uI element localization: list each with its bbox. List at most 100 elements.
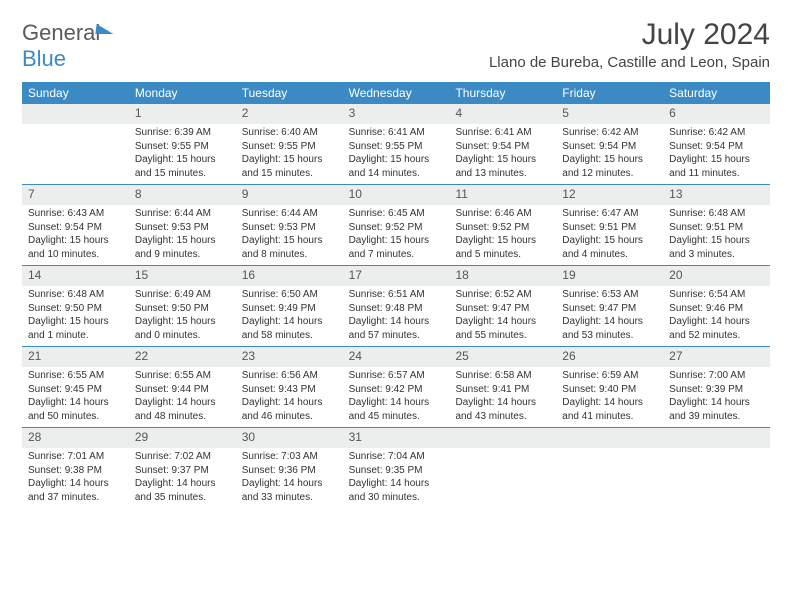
day-line-d2: and 45 minutes. <box>349 410 444 424</box>
day-line-d2: and 57 minutes. <box>349 329 444 343</box>
day-line-sr: Sunrise: 7:01 AM <box>28 450 123 464</box>
day-body: Sunrise: 6:40 AMSunset: 9:55 PMDaylight:… <box>236 124 343 180</box>
day-body: Sunrise: 7:00 AMSunset: 9:39 PMDaylight:… <box>663 367 770 423</box>
day-line-ss: Sunset: 9:42 PM <box>349 383 444 397</box>
day-line-d2: and 13 minutes. <box>455 167 550 181</box>
day-line-d2: and 39 minutes. <box>669 410 764 424</box>
day-body: Sunrise: 6:50 AMSunset: 9:49 PMDaylight:… <box>236 286 343 342</box>
calendar: Sunday Monday Tuesday Wednesday Thursday… <box>22 82 770 508</box>
day-line-ss: Sunset: 9:38 PM <box>28 464 123 478</box>
day-body <box>663 448 770 450</box>
day-line-d2: and 9 minutes. <box>135 248 230 262</box>
day-line-ss: Sunset: 9:41 PM <box>455 383 550 397</box>
day-line-ss: Sunset: 9:50 PM <box>28 302 123 316</box>
day-cell: 5Sunrise: 6:42 AMSunset: 9:54 PMDaylight… <box>556 104 663 184</box>
day-line-ss: Sunset: 9:54 PM <box>455 140 550 154</box>
day-body: Sunrise: 6:44 AMSunset: 9:53 PMDaylight:… <box>129 205 236 261</box>
day-cell: 6Sunrise: 6:42 AMSunset: 9:54 PMDaylight… <box>663 104 770 184</box>
week-row: 1Sunrise: 6:39 AMSunset: 9:55 PMDaylight… <box>22 104 770 184</box>
day-line-sr: Sunrise: 6:42 AM <box>669 126 764 140</box>
day-cell: 20Sunrise: 6:54 AMSunset: 9:46 PMDayligh… <box>663 266 770 346</box>
day-line-sr: Sunrise: 6:49 AM <box>135 288 230 302</box>
day-line-d1: Daylight: 14 hours <box>135 477 230 491</box>
day-line-sr: Sunrise: 6:55 AM <box>28 369 123 383</box>
day-cell: 3Sunrise: 6:41 AMSunset: 9:55 PMDaylight… <box>343 104 450 184</box>
day-line-sr: Sunrise: 6:50 AM <box>242 288 337 302</box>
day-line-ss: Sunset: 9:52 PM <box>349 221 444 235</box>
day-line-d2: and 1 minute. <box>28 329 123 343</box>
day-number: 19 <box>556 266 663 286</box>
day-cell: 1Sunrise: 6:39 AMSunset: 9:55 PMDaylight… <box>129 104 236 184</box>
day-body: Sunrise: 7:04 AMSunset: 9:35 PMDaylight:… <box>343 448 450 504</box>
day-line-d1: Daylight: 15 hours <box>562 234 657 248</box>
day-line-sr: Sunrise: 6:40 AM <box>242 126 337 140</box>
day-line-d1: Daylight: 15 hours <box>135 153 230 167</box>
day-line-d1: Daylight: 15 hours <box>242 153 337 167</box>
day-cell: 29Sunrise: 7:02 AMSunset: 9:37 PMDayligh… <box>129 428 236 508</box>
day-cell: 17Sunrise: 6:51 AMSunset: 9:48 PMDayligh… <box>343 266 450 346</box>
title-block: July 2024 Llano de Bureba, Castille and … <box>489 18 770 71</box>
day-line-sr: Sunrise: 6:45 AM <box>349 207 444 221</box>
day-body: Sunrise: 6:42 AMSunset: 9:54 PMDaylight:… <box>556 124 663 180</box>
day-line-ss: Sunset: 9:50 PM <box>135 302 230 316</box>
day-line-ss: Sunset: 9:44 PM <box>135 383 230 397</box>
logo-word-1: General <box>22 20 100 45</box>
day-line-ss: Sunset: 9:54 PM <box>562 140 657 154</box>
day-number: 1 <box>129 104 236 124</box>
day-line-d1: Daylight: 15 hours <box>669 234 764 248</box>
day-line-d1: Daylight: 14 hours <box>455 396 550 410</box>
day-cell: 14 Sunrise: 6:48 AMSunset: 9:50 PMDayligh… <box>22 266 129 346</box>
day-body: Sunrise: 6:41 AMSunset: 9:55 PMDaylight:… <box>343 124 450 180</box>
day-line-d1: Daylight: 15 hours <box>135 315 230 329</box>
day-cell: 8Sunrise: 6:44 AMSunset: 9:53 PMDaylight… <box>129 185 236 265</box>
day-body: Sunrise: 7:02 AMSunset: 9:37 PMDaylight:… <box>129 448 236 504</box>
day-line-ss: Sunset: 9:54 PM <box>669 140 764 154</box>
day-line-d2: and 5 minutes. <box>455 248 550 262</box>
day-cell <box>556 428 663 508</box>
week-row: 28 Sunrise: 7:01 AMSunset: 9:38 PM Dayligh… <box>22 427 770 508</box>
day-line-d1: Daylight: 15 hours <box>28 315 123 329</box>
day-cell: 15Sunrise: 6:49 AMSunset: 9:50 PMDayligh… <box>129 266 236 346</box>
day-line-ss: Sunset: 9:37 PM <box>135 464 230 478</box>
day-line-sr: Sunrise: 6:52 AM <box>455 288 550 302</box>
day-line-d1: Daylight: 14 hours <box>562 315 657 329</box>
day-body: Sunrise: 6:55 AMSunset: 9:45 PMDaylight:… <box>22 367 129 423</box>
day-body: Sunrise: 6:43 AMSunset: 9:54 PMDaylight:… <box>22 205 129 261</box>
day-line-d2: and 43 minutes. <box>455 410 550 424</box>
week-row: 7Sunrise: 6:43 AMSunset: 9:54 PMDaylight… <box>22 184 770 265</box>
day-line-d1: Daylight: 14 hours <box>28 396 123 410</box>
day-body: Sunrise: 6:59 AMSunset: 9:40 PMDaylight:… <box>556 367 663 423</box>
day-line-d2: and 35 minutes. <box>135 491 230 505</box>
day-line-d1: Daylight: 14 hours <box>349 477 444 491</box>
day-number: 10 <box>343 185 450 205</box>
day-line-ss: Sunset: 9:47 PM <box>455 302 550 316</box>
day-line-sr: Sunrise: 6:58 AM <box>455 369 550 383</box>
day-line-ss: Sunset: 9:35 PM <box>349 464 444 478</box>
day-line-ss: Sunset: 9:48 PM <box>349 302 444 316</box>
day-line-ss: Sunset: 9:36 PM <box>242 464 337 478</box>
day-line-d2: and 52 minutes. <box>669 329 764 343</box>
day-number: 29 <box>129 428 236 448</box>
day-line-d2: and 41 minutes. <box>562 410 657 424</box>
day-line-sr: Sunrise: 6:44 AM <box>135 207 230 221</box>
day-cell: 4Sunrise: 6:41 AMSunset: 9:54 PMDaylight… <box>449 104 556 184</box>
day-body: Sunrise: 6:41 AMSunset: 9:54 PMDaylight:… <box>449 124 556 180</box>
day-line-sr: Sunrise: 6:41 AM <box>455 126 550 140</box>
day-line-d2: and 7 minutes. <box>349 248 444 262</box>
day-line-sr: Sunrise: 6:44 AM <box>242 207 337 221</box>
day-line-ss: Sunset: 9:55 PM <box>242 140 337 154</box>
day-body: Sunrise: 6:48 AMSunset: 9:51 PMDaylight:… <box>663 205 770 261</box>
day-cell: 21Sunrise: 6:55 AMSunset: 9:45 PMDayligh… <box>22 347 129 427</box>
day-line-ss: Sunset: 9:54 PM <box>28 221 123 235</box>
day-number: 5 <box>556 104 663 124</box>
day-body: Sunrise: 6:54 AMSunset: 9:46 PMDaylight:… <box>663 286 770 342</box>
day-cell: 12Sunrise: 6:47 AMSunset: 9:51 PMDayligh… <box>556 185 663 265</box>
day-line-sr: Sunrise: 6:48 AM <box>28 288 123 302</box>
day-cell: 10Sunrise: 6:45 AMSunset: 9:52 PMDayligh… <box>343 185 450 265</box>
day-number: 14 <box>22 266 129 286</box>
header: General Blue July 2024 Llano de Bureba, … <box>22 18 770 72</box>
day-cell: 7Sunrise: 6:43 AMSunset: 9:54 PMDaylight… <box>22 185 129 265</box>
day-line-d1: Daylight: 14 hours <box>135 396 230 410</box>
day-number: 28 <box>22 428 129 448</box>
day-line-sr: Sunrise: 7:03 AM <box>242 450 337 464</box>
